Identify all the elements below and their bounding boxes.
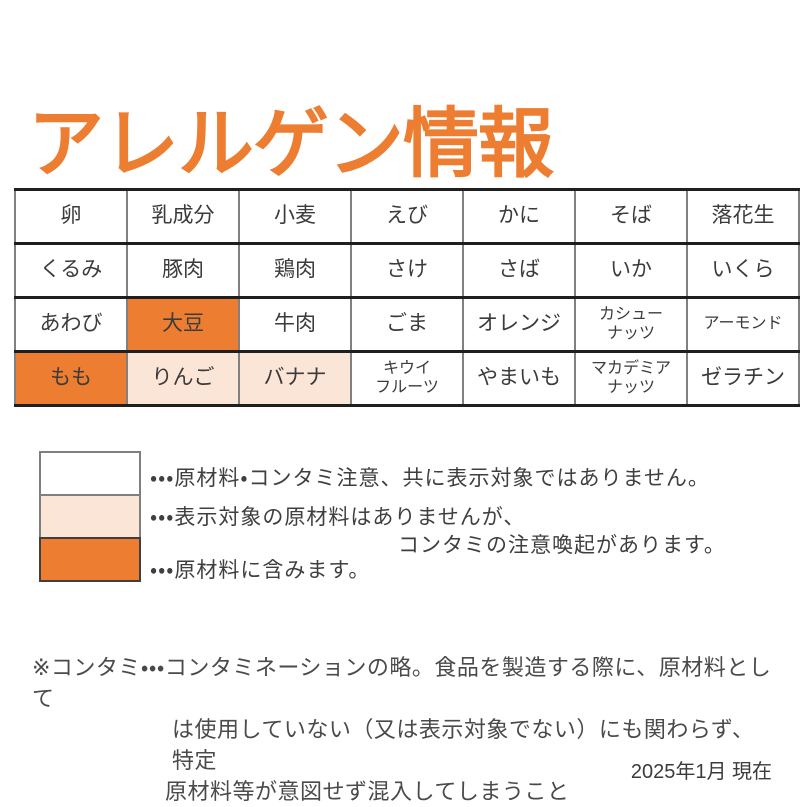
legend-text-not-applicable: ・・・原材料・コンタミ注意、共に表示対象ではありません。 (150, 467, 710, 490)
allergen-cell: さば (462, 242, 576, 299)
allergen-table-body: 卵乳成分 小麦 えび かに そば 落花生 くるみ 豚肉 鶏肉 さけ さば いか いくら あわび 大豆 牛肉 ごま… (14, 188, 800, 407)
allergen-cell: もも (14, 350, 128, 407)
legend-swatch-contains (39, 537, 141, 582)
allergen-cell: マカデミア ナッツ (574, 350, 688, 407)
allergen-cell: オレンジ (462, 296, 576, 353)
allergen-cell: そば (574, 188, 688, 245)
legend-text-contains: ・・・原材料に含みます。 (150, 559, 371, 582)
allergen-cell: くるみ (14, 242, 128, 299)
allergen-cell: さけ (350, 242, 464, 299)
table-row: 卵乳成分 小麦 えび かに そば 落花生 (14, 188, 800, 245)
allergen-cell: 豚肉 (126, 242, 240, 299)
allergen-cell: 大豆 (126, 296, 240, 353)
page-title: アレルゲン情報 (28, 101, 554, 187)
note-line: ※コンタミ・・・コンタミネーションの略。食品を製造する際に、原材料として (32, 655, 772, 711)
legend-swatches (39, 451, 141, 582)
allergen-cell: かに (462, 188, 576, 245)
allergen-cell: キウイ フルーツ (350, 350, 464, 407)
allergen-cell: 乳成分 (126, 188, 240, 245)
allergen-cell: 牛肉 (238, 296, 352, 353)
table-row: くるみ 豚肉 鶏肉 さけ さば いか いくら (14, 242, 800, 299)
allergen-cell: ゼラチン (686, 350, 800, 407)
allergen-cell: 落花生 (686, 188, 800, 245)
allergen-cell: いか (574, 242, 688, 299)
allergen-cell: バナナ (238, 350, 352, 407)
allergen-cell: ごま (350, 296, 464, 353)
allergen-cell: 鶏肉 (238, 242, 352, 299)
as-of-date: 2025年1月 現在 (630, 761, 772, 783)
allergen-cell: アーモンド (686, 296, 800, 353)
allergen-cell: えび (350, 188, 464, 245)
allergen-cell: カシュー ナッツ (574, 296, 688, 353)
legend-text-contamination-warning-line1: ・・・表示対象の原材料はありませんが、 (150, 506, 526, 529)
allergen-cell: やまいも (462, 350, 576, 407)
legend-swatch-contamination-warning (39, 494, 141, 539)
legend-text-contamination-warning-line2: コンタミの注意喚起があります。 (398, 534, 726, 557)
legend-swatch-not-applicable (39, 451, 141, 496)
allergen-cell: あわび (14, 296, 128, 353)
note-line: は使用していない（又は表示対象でない）にも関わらず、特定 (172, 717, 755, 773)
table-row: もも りんご バナナ キウイ フルーツ やまいも マカデミア ナッツ ゼラチン (14, 350, 800, 407)
table-row: あわび 大豆 牛肉 ごま オレンジ カシュー ナッツ アーモンド (14, 296, 800, 353)
allergen-table: 卵乳成分 小麦 えび かに そば 落花生 くるみ 豚肉 鶏肉 さけ さば いか いくら あわび 大豆 牛肉 ごま… (14, 188, 800, 407)
allergen-cell: 小麦 (238, 188, 352, 245)
allergen-cell: いくら (686, 242, 800, 299)
allergen-cell: 卵 (14, 188, 128, 245)
allergen-cell: りんご (126, 350, 240, 407)
